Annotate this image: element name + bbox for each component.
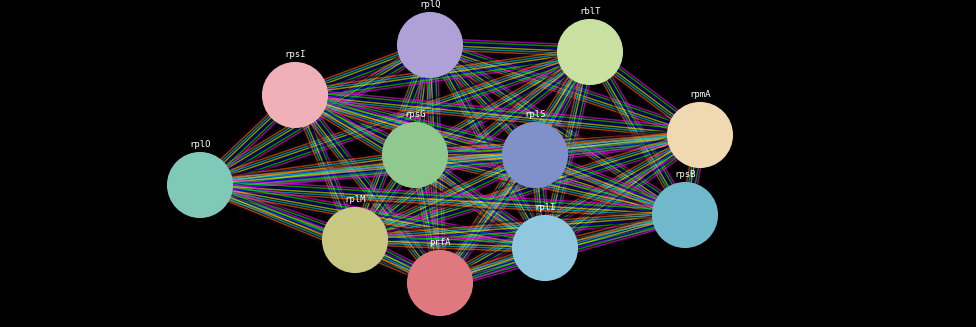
Circle shape bbox=[558, 20, 622, 84]
Text: rplQ: rplQ bbox=[420, 0, 441, 9]
Circle shape bbox=[503, 123, 567, 187]
Text: rplI: rplI bbox=[534, 203, 555, 212]
Circle shape bbox=[168, 153, 232, 217]
Circle shape bbox=[263, 63, 327, 127]
Circle shape bbox=[668, 103, 732, 167]
Text: rplM: rplM bbox=[345, 195, 366, 204]
Text: rpmA: rpmA bbox=[689, 90, 711, 99]
Circle shape bbox=[323, 208, 387, 272]
Circle shape bbox=[513, 216, 577, 280]
Circle shape bbox=[653, 183, 717, 247]
Text: rpsG: rpsG bbox=[404, 110, 426, 119]
Text: rpsB: rpsB bbox=[674, 170, 696, 179]
Text: rplS: rplS bbox=[524, 110, 546, 119]
Circle shape bbox=[398, 13, 462, 77]
Text: prfA: prfA bbox=[429, 238, 451, 247]
Circle shape bbox=[383, 123, 447, 187]
Text: rplO: rplO bbox=[189, 140, 211, 149]
Text: rblT: rblT bbox=[579, 7, 601, 16]
Circle shape bbox=[408, 251, 472, 315]
Text: rpsI: rpsI bbox=[284, 50, 305, 59]
